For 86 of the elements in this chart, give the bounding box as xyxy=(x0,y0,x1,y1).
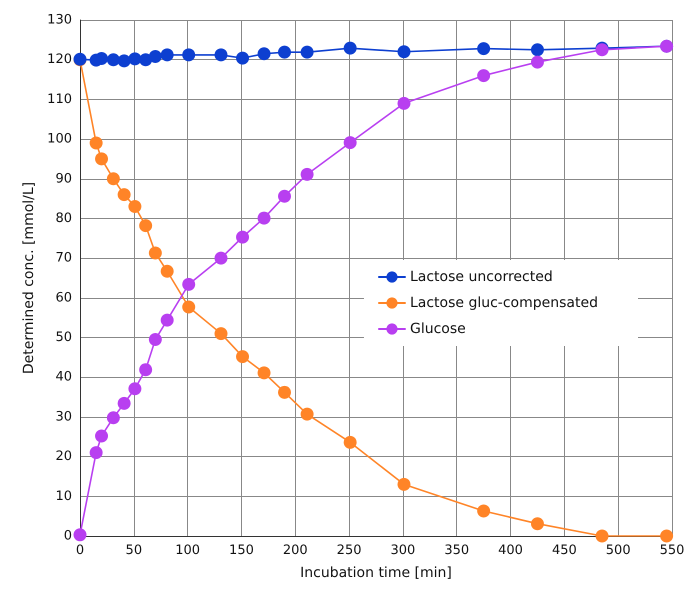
point xyxy=(95,152,108,166)
point xyxy=(128,52,142,66)
point xyxy=(477,504,490,518)
y-tick-label: 60 xyxy=(55,290,72,306)
y-tick-label: 80 xyxy=(55,210,72,226)
x-tick-label: 350 xyxy=(444,543,470,558)
x-tick-label: 0 xyxy=(76,543,84,558)
point xyxy=(106,53,120,66)
y-tick-label: 0 xyxy=(64,528,72,544)
point xyxy=(139,219,152,232)
point xyxy=(128,382,142,396)
point xyxy=(139,363,152,376)
x-axis-title: Incubation time [min] xyxy=(300,565,452,581)
y-tick-label: 10 xyxy=(55,488,72,504)
point xyxy=(160,314,174,327)
point xyxy=(182,48,196,62)
x-tick-label: 550 xyxy=(660,543,684,558)
point xyxy=(236,230,250,244)
point xyxy=(128,200,142,214)
y-axis-title: Determined conc. [mmol/L] xyxy=(21,182,37,374)
point xyxy=(182,300,196,314)
point xyxy=(660,530,674,542)
point xyxy=(214,48,228,62)
point xyxy=(236,52,250,65)
point xyxy=(278,46,292,59)
legend-label: Lactose gluc-compensated xyxy=(410,295,598,311)
point xyxy=(118,396,131,410)
x-tick-label: 400 xyxy=(498,543,523,558)
point xyxy=(106,411,120,424)
x-tick-label: 250 xyxy=(336,543,362,558)
point xyxy=(106,172,120,186)
point xyxy=(258,47,271,60)
point xyxy=(258,366,271,380)
point xyxy=(344,42,357,55)
point xyxy=(477,42,490,56)
point xyxy=(118,188,131,202)
point xyxy=(160,264,174,278)
point xyxy=(596,530,609,542)
point xyxy=(258,212,271,225)
y-tick-label: 90 xyxy=(55,171,72,186)
point xyxy=(90,446,103,460)
point xyxy=(160,48,174,62)
point xyxy=(278,386,292,399)
y-tick-label: 70 xyxy=(55,250,72,266)
point xyxy=(95,52,108,65)
point xyxy=(530,43,544,56)
point xyxy=(214,252,228,265)
point xyxy=(398,478,410,491)
y-tick-label: 130 xyxy=(47,12,72,28)
point xyxy=(300,408,314,421)
point xyxy=(300,168,314,181)
point xyxy=(530,56,544,69)
point xyxy=(148,50,162,64)
point xyxy=(344,436,357,449)
point xyxy=(95,429,108,442)
point xyxy=(278,190,292,203)
point xyxy=(398,45,410,58)
legend-label: Lactose uncorrected xyxy=(410,269,553,285)
point xyxy=(344,136,357,150)
point xyxy=(182,278,196,291)
y-tick-label: 30 xyxy=(55,409,72,424)
point xyxy=(90,136,103,150)
point xyxy=(148,333,162,346)
y-tick-label: 40 xyxy=(55,370,72,385)
point xyxy=(74,528,86,542)
point xyxy=(236,350,250,364)
x-tick-label: 50 xyxy=(126,543,142,558)
y-tick-label: 120 xyxy=(47,52,72,68)
point xyxy=(118,54,131,68)
point xyxy=(398,96,410,110)
y-tick-label: 110 xyxy=(47,92,72,107)
point xyxy=(214,327,228,340)
y-tick-label: 50 xyxy=(55,330,72,346)
x-tick-label: 100 xyxy=(175,543,200,558)
y-tick-label: 100 xyxy=(47,132,72,147)
x-tick-label: 200 xyxy=(282,543,308,558)
point xyxy=(477,69,490,82)
legend-label: Glucose xyxy=(410,321,466,337)
point xyxy=(300,46,314,59)
x-tick-label: 150 xyxy=(229,543,254,558)
point xyxy=(530,517,544,530)
x-tick-label: 450 xyxy=(552,543,577,558)
x-tick-label: 500 xyxy=(606,543,631,558)
x-tick-label: 300 xyxy=(390,543,416,558)
y-tick-label: 20 xyxy=(55,449,72,464)
point xyxy=(148,246,162,260)
